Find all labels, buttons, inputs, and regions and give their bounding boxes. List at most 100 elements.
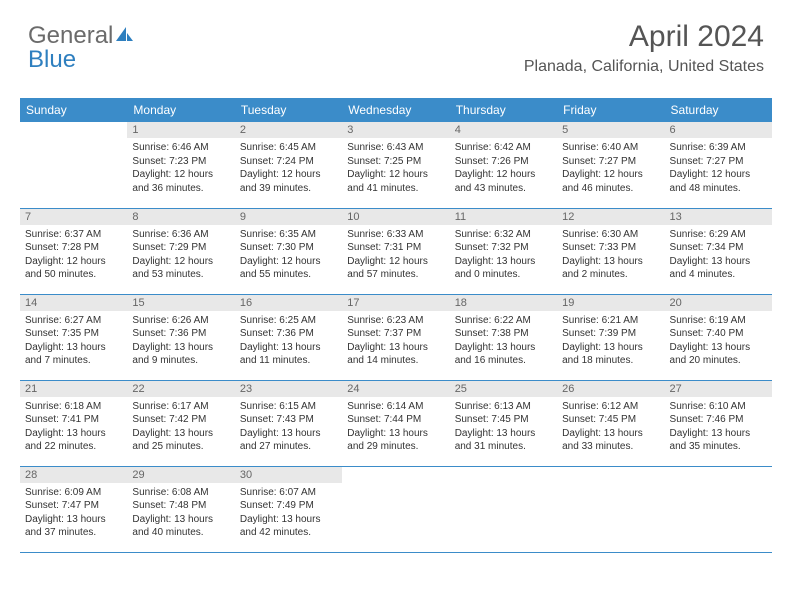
day-cell: 25Sunrise: 6:13 AMSunset: 7:45 PMDayligh…	[450, 380, 557, 466]
daylight-text-1: Daylight: 12 hours	[240, 255, 337, 269]
day-number: 9	[235, 209, 342, 225]
daylight-text-1: Daylight: 13 hours	[240, 513, 337, 527]
daylight-text-2: and 31 minutes.	[455, 440, 552, 454]
day-number: 11	[450, 209, 557, 225]
daylight-text-1: Daylight: 12 hours	[455, 168, 552, 182]
week-row: 14Sunrise: 6:27 AMSunset: 7:35 PMDayligh…	[20, 294, 772, 380]
day-cell	[665, 466, 772, 552]
sunrise-text: Sunrise: 6:25 AM	[240, 314, 337, 328]
day-cell: 8Sunrise: 6:36 AMSunset: 7:29 PMDaylight…	[127, 208, 234, 294]
day-info: Sunrise: 6:25 AMSunset: 7:36 PMDaylight:…	[235, 311, 342, 371]
daylight-text-2: and 18 minutes.	[562, 354, 659, 368]
daylight-text-1: Daylight: 12 hours	[25, 255, 122, 269]
day-info: Sunrise: 6:29 AMSunset: 7:34 PMDaylight:…	[665, 225, 772, 285]
day-info: Sunrise: 6:30 AMSunset: 7:33 PMDaylight:…	[557, 225, 664, 285]
day-info: Sunrise: 6:32 AMSunset: 7:32 PMDaylight:…	[450, 225, 557, 285]
day-number: 13	[665, 209, 772, 225]
logo-text-blue: Blue	[28, 46, 76, 74]
sunrise-text: Sunrise: 6:08 AM	[132, 486, 229, 500]
day-number: 3	[342, 122, 449, 138]
day-number: 17	[342, 295, 449, 311]
daylight-text-1: Daylight: 13 hours	[132, 341, 229, 355]
sunset-text: Sunset: 7:23 PM	[132, 155, 229, 169]
sunset-text: Sunset: 7:26 PM	[455, 155, 552, 169]
sunset-text: Sunset: 7:47 PM	[25, 499, 122, 513]
sunrise-text: Sunrise: 6:19 AM	[670, 314, 767, 328]
day-number: 19	[557, 295, 664, 311]
daylight-text-2: and 57 minutes.	[347, 268, 444, 282]
day-cell: 13Sunrise: 6:29 AMSunset: 7:34 PMDayligh…	[665, 208, 772, 294]
day-cell: 24Sunrise: 6:14 AMSunset: 7:44 PMDayligh…	[342, 380, 449, 466]
week-row: 1Sunrise: 6:46 AMSunset: 7:23 PMDaylight…	[20, 122, 772, 208]
day-number: 8	[127, 209, 234, 225]
day-cell: 18Sunrise: 6:22 AMSunset: 7:38 PMDayligh…	[450, 294, 557, 380]
day-number: 6	[665, 122, 772, 138]
sunset-text: Sunset: 7:44 PM	[347, 413, 444, 427]
daylight-text-1: Daylight: 13 hours	[670, 341, 767, 355]
day-cell: 12Sunrise: 6:30 AMSunset: 7:33 PMDayligh…	[557, 208, 664, 294]
day-cell	[20, 122, 127, 208]
day-number: 25	[450, 381, 557, 397]
day-cell: 16Sunrise: 6:25 AMSunset: 7:36 PMDayligh…	[235, 294, 342, 380]
day-cell: 29Sunrise: 6:08 AMSunset: 7:48 PMDayligh…	[127, 466, 234, 552]
day-info: Sunrise: 6:35 AMSunset: 7:30 PMDaylight:…	[235, 225, 342, 285]
day-cell: 6Sunrise: 6:39 AMSunset: 7:27 PMDaylight…	[665, 122, 772, 208]
day-info: Sunrise: 6:13 AMSunset: 7:45 PMDaylight:…	[450, 397, 557, 457]
sunrise-text: Sunrise: 6:18 AM	[25, 400, 122, 414]
sunset-text: Sunset: 7:29 PM	[132, 241, 229, 255]
day-cell: 3Sunrise: 6:43 AMSunset: 7:25 PMDaylight…	[342, 122, 449, 208]
daylight-text-1: Daylight: 13 hours	[455, 427, 552, 441]
day-cell: 5Sunrise: 6:40 AMSunset: 7:27 PMDaylight…	[557, 122, 664, 208]
daylight-text-1: Daylight: 13 hours	[347, 341, 444, 355]
sunrise-text: Sunrise: 6:45 AM	[240, 141, 337, 155]
daylight-text-2: and 37 minutes.	[25, 526, 122, 540]
sunrise-text: Sunrise: 6:12 AM	[562, 400, 659, 414]
sunrise-text: Sunrise: 6:39 AM	[670, 141, 767, 155]
daylight-text-2: and 40 minutes.	[132, 526, 229, 540]
day-number: 28	[20, 467, 127, 483]
day-cell: 10Sunrise: 6:33 AMSunset: 7:31 PMDayligh…	[342, 208, 449, 294]
day-cell: 19Sunrise: 6:21 AMSunset: 7:39 PMDayligh…	[557, 294, 664, 380]
daylight-text-1: Daylight: 13 hours	[25, 513, 122, 527]
sunrise-text: Sunrise: 6:37 AM	[25, 228, 122, 242]
dayname-thursday: Thursday	[450, 98, 557, 122]
day-number: 18	[450, 295, 557, 311]
day-cell: 27Sunrise: 6:10 AMSunset: 7:46 PMDayligh…	[665, 380, 772, 466]
dayname-row: Sunday Monday Tuesday Wednesday Thursday…	[20, 98, 772, 122]
day-info: Sunrise: 6:39 AMSunset: 7:27 PMDaylight:…	[665, 138, 772, 198]
daylight-text-1: Daylight: 13 hours	[562, 255, 659, 269]
sunset-text: Sunset: 7:27 PM	[562, 155, 659, 169]
daylight-text-2: and 9 minutes.	[132, 354, 229, 368]
daylight-text-2: and 55 minutes.	[240, 268, 337, 282]
sunrise-text: Sunrise: 6:33 AM	[347, 228, 444, 242]
sunset-text: Sunset: 7:36 PM	[132, 327, 229, 341]
sunset-text: Sunset: 7:43 PM	[240, 413, 337, 427]
daylight-text-1: Daylight: 12 hours	[347, 255, 444, 269]
daylight-text-1: Daylight: 13 hours	[562, 341, 659, 355]
daylight-text-1: Daylight: 12 hours	[347, 168, 444, 182]
sunset-text: Sunset: 7:39 PM	[562, 327, 659, 341]
sunrise-text: Sunrise: 6:30 AM	[562, 228, 659, 242]
sunset-text: Sunset: 7:42 PM	[132, 413, 229, 427]
daylight-text-2: and 50 minutes.	[25, 268, 122, 282]
day-cell	[342, 466, 449, 552]
day-cell: 7Sunrise: 6:37 AMSunset: 7:28 PMDaylight…	[20, 208, 127, 294]
day-info: Sunrise: 6:07 AMSunset: 7:49 PMDaylight:…	[235, 483, 342, 543]
day-number: 26	[557, 381, 664, 397]
daylight-text-2: and 35 minutes.	[670, 440, 767, 454]
dayname-monday: Monday	[127, 98, 234, 122]
day-cell: 2Sunrise: 6:45 AMSunset: 7:24 PMDaylight…	[235, 122, 342, 208]
sunset-text: Sunset: 7:37 PM	[347, 327, 444, 341]
logo-sail-icon	[115, 22, 135, 50]
day-number: 15	[127, 295, 234, 311]
day-info: Sunrise: 6:40 AMSunset: 7:27 PMDaylight:…	[557, 138, 664, 198]
day-info: Sunrise: 6:10 AMSunset: 7:46 PMDaylight:…	[665, 397, 772, 457]
day-info: Sunrise: 6:19 AMSunset: 7:40 PMDaylight:…	[665, 311, 772, 371]
day-number: 4	[450, 122, 557, 138]
day-info: Sunrise: 6:33 AMSunset: 7:31 PMDaylight:…	[342, 225, 449, 285]
sunset-text: Sunset: 7:27 PM	[670, 155, 767, 169]
day-number: 27	[665, 381, 772, 397]
day-info: Sunrise: 6:37 AMSunset: 7:28 PMDaylight:…	[20, 225, 127, 285]
week-row: 28Sunrise: 6:09 AMSunset: 7:47 PMDayligh…	[20, 466, 772, 552]
day-number: 24	[342, 381, 449, 397]
